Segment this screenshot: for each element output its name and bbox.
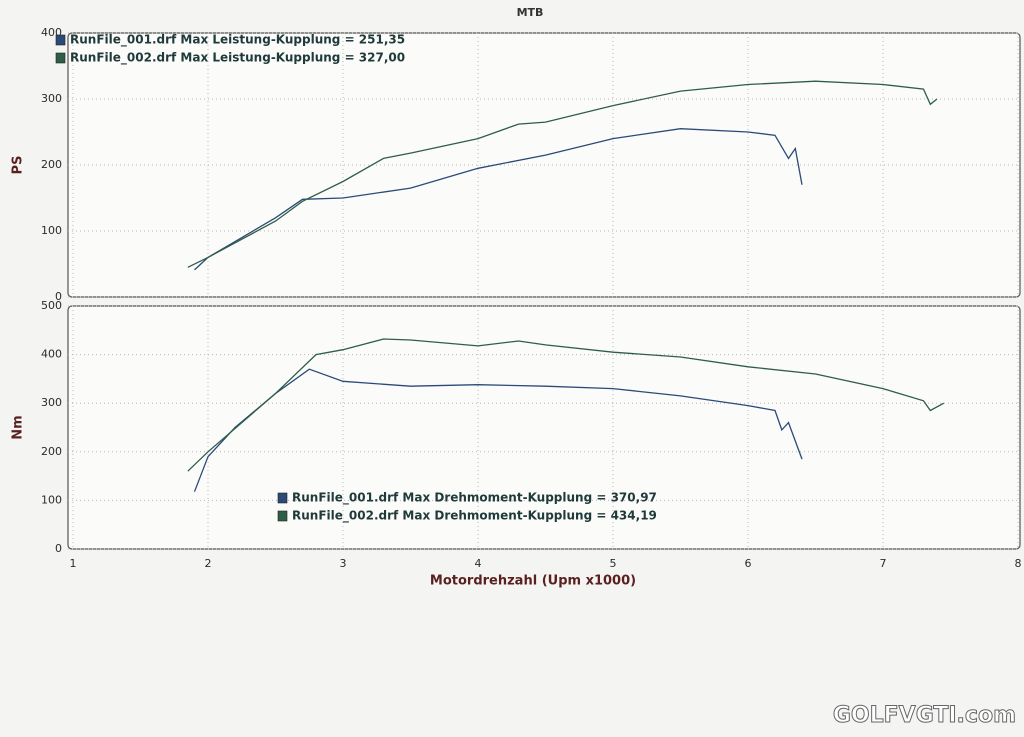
y-tick-label: 400 — [41, 348, 62, 361]
legend-label: RunFile_001.drf Max Drehmoment-Kupplung … — [292, 491, 657, 506]
legend-swatch — [277, 510, 288, 522]
legend-label: RunFile_001.drf Max Leistung-Kupplung = … — [70, 33, 405, 48]
x-tick-label: 1 — [70, 557, 77, 570]
x-axis-title: Motordrehzahl (Upm x1000) — [430, 574, 636, 589]
legend-swatch — [277, 492, 288, 504]
y-tick-label: 100 — [41, 224, 62, 237]
y-tick-label: 0 — [55, 542, 62, 555]
series-line — [187, 338, 945, 472]
legend-swatch — [55, 34, 66, 46]
x-tick-label: 2 — [205, 557, 212, 570]
series-line — [187, 80, 938, 268]
legend-swatch — [55, 52, 66, 64]
y-tick-label: 500 — [41, 299, 62, 312]
x-tick-label: 6 — [745, 557, 752, 570]
y-axis-title: PS — [11, 156, 26, 175]
chart-title: MTB — [517, 6, 544, 19]
x-tick-label: 4 — [475, 557, 482, 570]
legend-label: RunFile_002.drf Max Leistung-Kupplung = … — [70, 51, 405, 66]
y-tick-label: 300 — [41, 396, 62, 409]
y-tick-label: 200 — [41, 445, 62, 458]
legend-label: RunFile_002.drf Max Drehmoment-Kupplung … — [292, 509, 657, 524]
series-line — [194, 128, 803, 271]
x-tick-label: 8 — [1015, 557, 1022, 570]
watermark: GOLFVGTI.com — [833, 703, 1016, 728]
y-tick-label: 100 — [41, 493, 62, 506]
y-tick-label: 0 — [55, 290, 62, 303]
x-tick-label: 5 — [610, 557, 617, 570]
y-tick-label: 300 — [41, 92, 62, 105]
x-tick-label: 3 — [340, 557, 347, 570]
y-axis-title: Nm — [11, 415, 26, 439]
x-tick-label: 7 — [880, 557, 887, 570]
y-tick-label: 200 — [41, 158, 62, 171]
